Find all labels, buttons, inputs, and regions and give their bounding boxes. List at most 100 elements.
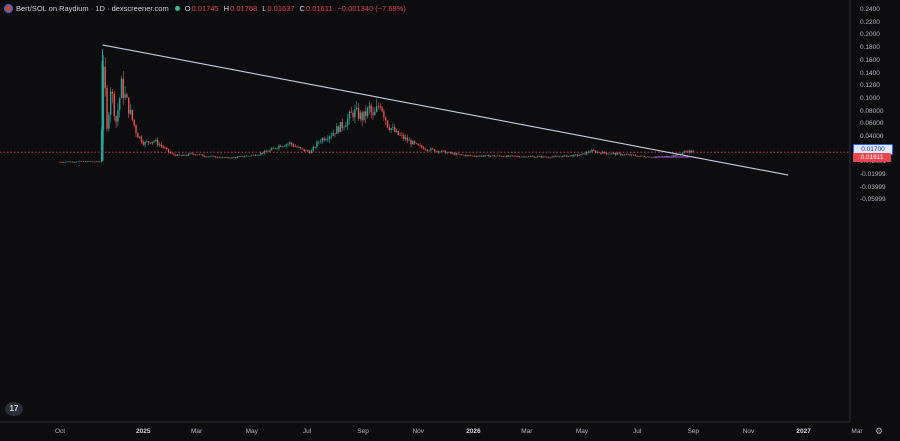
- candle-body: [158, 144, 161, 146]
- tradingview-logo-icon[interactable]: 17: [5, 402, 23, 416]
- candle-body: [453, 153, 456, 155]
- candle-body: [603, 151, 606, 154]
- candle-body: [115, 116, 117, 122]
- candle-body: [131, 109, 134, 120]
- candle-body: [607, 153, 609, 155]
- candle-body: [310, 150, 313, 154]
- candle-body: [247, 155, 249, 157]
- candle-body: [193, 153, 195, 155]
- candle-body: [119, 98, 121, 111]
- y-tick-label: 0.1600: [860, 56, 880, 64]
- candle-body: [354, 108, 356, 118]
- candle-body: [68, 161, 70, 163]
- candle-body: [495, 155, 497, 157]
- candle-body: [207, 156, 210, 158]
- candle-body: [621, 155, 624, 156]
- candle-body: [488, 155, 490, 157]
- candle-body: [321, 138, 324, 142]
- candle-body: [90, 161, 92, 163]
- candle-body: [260, 152, 262, 155]
- gear-icon[interactable]: ⚙: [875, 426, 884, 436]
- candle-body: [61, 161, 63, 163]
- candle-body: [493, 155, 495, 157]
- candle-body: [157, 140, 159, 146]
- x-tick-label: 2027: [796, 428, 811, 435]
- candle-body: [285, 144, 287, 147]
- candle-body: [160, 144, 163, 147]
- candle-body: [307, 150, 309, 152]
- candle-body: [82, 161, 85, 162]
- candle-body: [151, 141, 153, 144]
- y-tick-label: 0.2400: [860, 6, 880, 13]
- candle-body: [650, 157, 653, 159]
- candle-body: [213, 156, 215, 157]
- candle-body: [227, 157, 229, 159]
- candle-body: [106, 87, 108, 129]
- candle-body: [336, 126, 338, 134]
- candle-body: [460, 154, 463, 156]
- candle-body: [422, 147, 425, 150]
- candle-body: [178, 154, 181, 156]
- candle-body: [164, 147, 166, 149]
- candle-body: [600, 152, 602, 154]
- candle-body: [357, 107, 360, 119]
- candle-body: [175, 154, 177, 156]
- symbol-title[interactable]: Bert/SOL on Raydium · 1D · dexscreener.c…: [16, 3, 169, 13]
- y-tick-label: 0.2000: [860, 31, 880, 39]
- candle-body: [280, 145, 282, 147]
- candle-body: [636, 155, 638, 157]
- x-tick-label: May: [245, 428, 258, 435]
- candle-body: [605, 153, 608, 155]
- candle-body: [573, 154, 575, 157]
- candle-body: [645, 157, 647, 158]
- candle-body: [625, 154, 628, 156]
- candle-body: [565, 155, 568, 157]
- candle-body: [252, 154, 255, 156]
- high-value: 0.01768: [230, 3, 258, 13]
- candle-body: [475, 156, 477, 157]
- candle-body: [618, 153, 620, 154]
- candle-body: [602, 151, 604, 154]
- candle-body: [294, 146, 296, 147]
- candle-body: [441, 150, 443, 152]
- candle-body: [564, 155, 566, 157]
- x-tick-label: Jul: [302, 428, 312, 435]
- candle-body: [401, 135, 403, 136]
- candle-body: [171, 153, 173, 154]
- candle-body: [502, 156, 504, 158]
- candle-body: [287, 143, 289, 145]
- candle-body: [153, 141, 155, 142]
- candle-body: [522, 156, 524, 158]
- candle-body: [647, 156, 649, 158]
- candle-body: [128, 97, 130, 114]
- candle-body: [314, 147, 316, 148]
- candle-body: [582, 153, 584, 155]
- candle-body: [109, 91, 112, 115]
- candle-body: [99, 161, 101, 163]
- candle-body: [124, 94, 126, 98]
- y-tick-label: 0.1400: [860, 69, 880, 77]
- candle-body: [594, 150, 597, 153]
- x-tick-label: Nov: [412, 428, 425, 435]
- candle-body: [667, 155, 669, 157]
- candle-body: [290, 142, 293, 145]
- candle-body: [381, 107, 383, 112]
- candle-body: [348, 111, 351, 119]
- candle-body: [571, 155, 573, 157]
- candle-body: [301, 148, 304, 150]
- candle-body: [424, 149, 427, 150]
- candle-body: [242, 156, 244, 157]
- candle-body: [569, 155, 571, 157]
- candle-body: [77, 161, 79, 163]
- candle-body: [73, 161, 76, 163]
- candle-body: [632, 154, 635, 156]
- candle-body: [517, 156, 519, 157]
- candle-body: [403, 135, 405, 139]
- candle-body: [477, 156, 479, 157]
- candle-body: [363, 111, 365, 121]
- candle-body: [480, 155, 483, 157]
- candle-body: [278, 145, 280, 149]
- candle-body: [591, 150, 593, 152]
- candle-body: [81, 161, 83, 162]
